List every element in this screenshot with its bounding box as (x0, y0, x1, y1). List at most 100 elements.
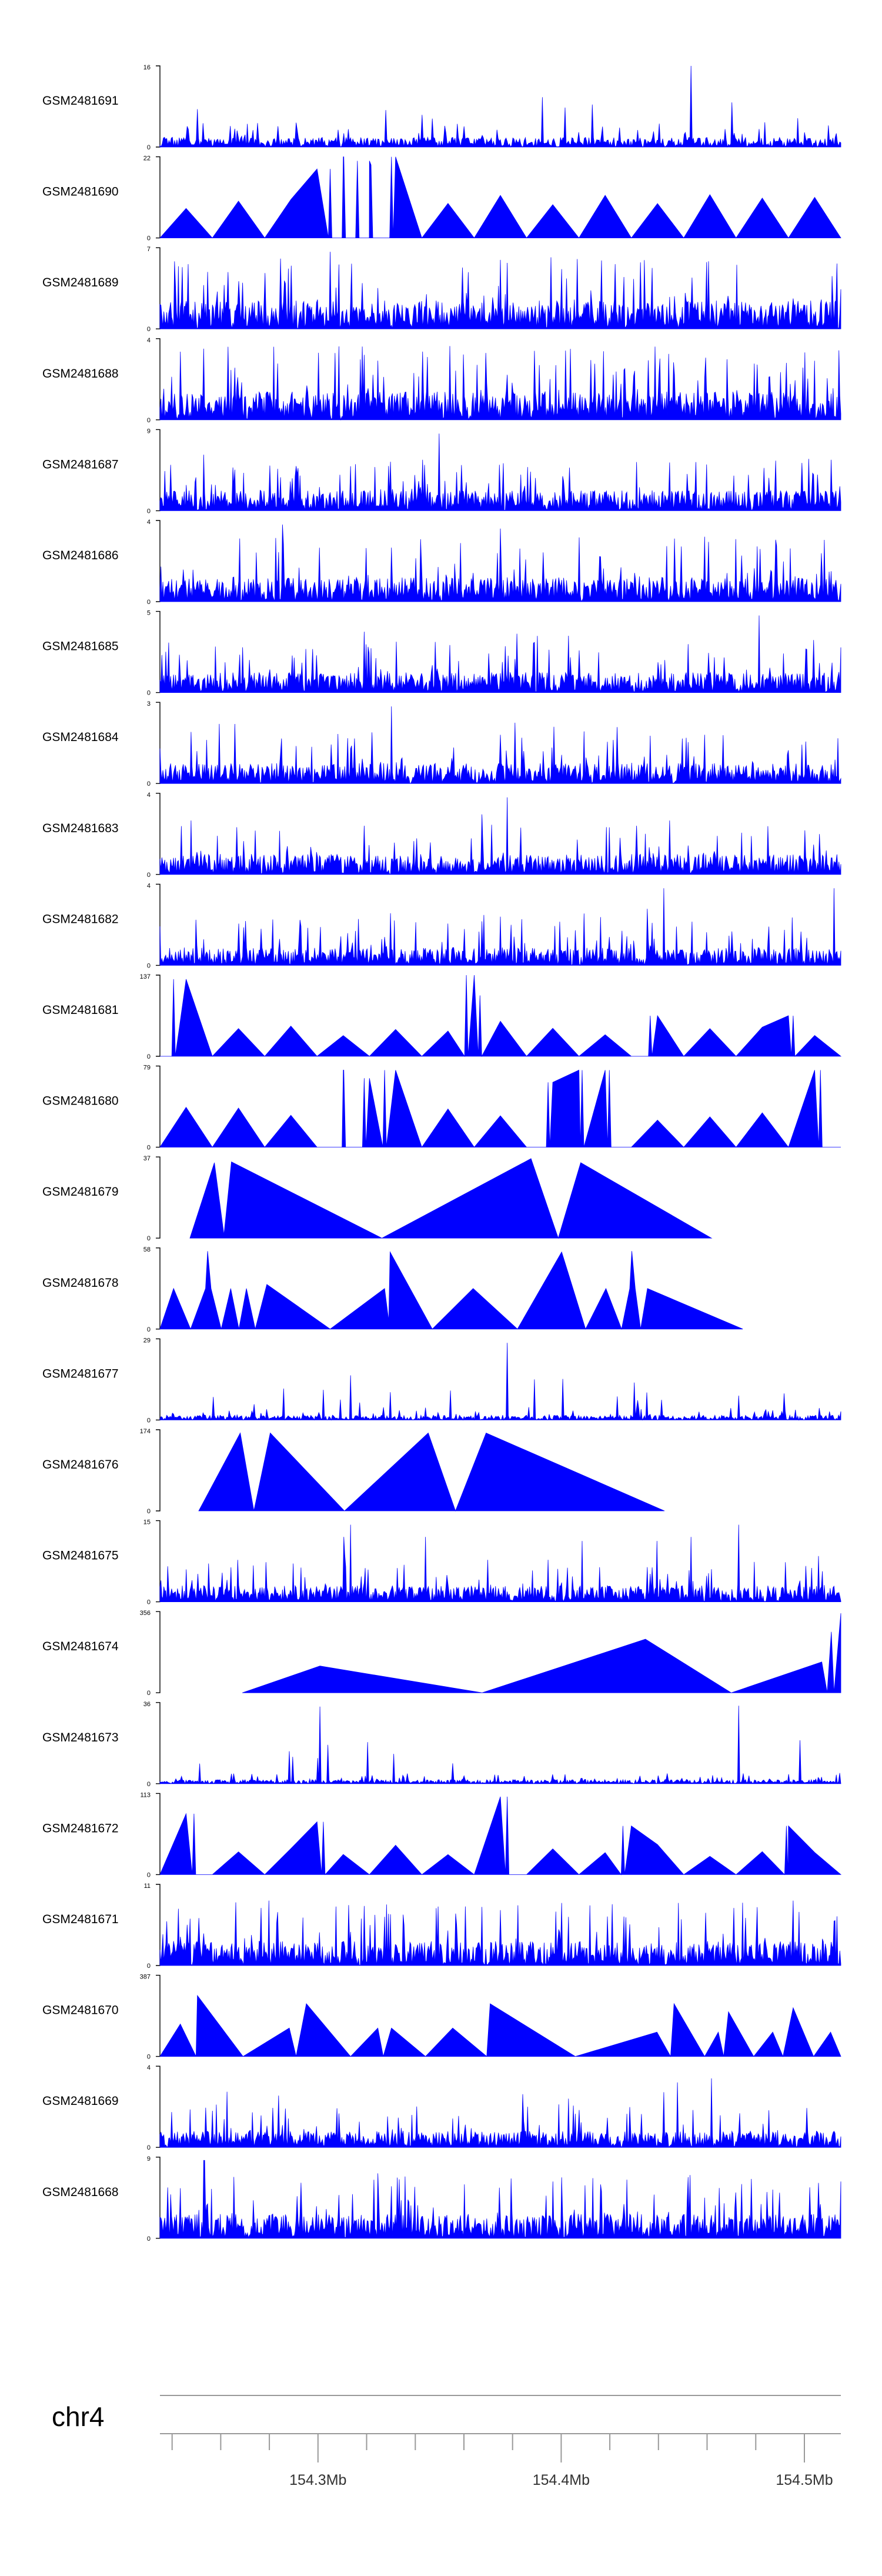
y-max-label: 37 (143, 1155, 151, 1162)
y-max-label: 4 (147, 882, 151, 889)
chromosome-label: chr4 (52, 2401, 104, 2432)
y-axis (156, 520, 161, 602)
y-zero-label: 0 (147, 690, 151, 697)
signal-area (159, 1524, 841, 1603)
y-axis (156, 247, 161, 329)
track-label: GSM2481684 (42, 730, 119, 744)
y-max-label: 29 (143, 1337, 151, 1344)
track-label: GSM2481682 (42, 912, 119, 926)
tick-label: 154.5Mb (776, 2472, 833, 2488)
y-zero-label: 0 (147, 1599, 151, 1606)
y-zero-label: 0 (147, 599, 151, 606)
signal-area (159, 156, 841, 239)
y-axis (156, 1065, 161, 1148)
track-label: GSM2481675 (42, 1549, 119, 1563)
y-zero-label: 0 (147, 1871, 151, 1878)
track-GSM2481674: GSM2481674 356 0 (42, 1610, 841, 1697)
y-zero-label: 0 (147, 780, 151, 788)
track-GSM2481689: GSM2481689 7 0 (42, 246, 841, 333)
y-max-label: 15 (143, 1519, 151, 1526)
y-axis (156, 1884, 161, 1966)
y-axis (156, 2066, 161, 2148)
track-GSM2481683: GSM2481683 4 0 (42, 792, 841, 879)
track-label: GSM2481679 (42, 1185, 119, 1199)
signal-area (159, 615, 841, 693)
y-axis (156, 1793, 161, 1876)
y-axis (156, 1520, 161, 1603)
y-max-label: 22 (143, 155, 151, 162)
y-max-label: 58 (143, 1246, 151, 1253)
signal-area (159, 252, 841, 329)
genome-axis: chr4 154.3Mb 154.4Mb 154.5Mb (52, 2395, 841, 2488)
tracks-layer: GSM2481691160GSM2481690220GSM248168970GS… (42, 64, 842, 2243)
track-label: GSM2481680 (42, 1095, 119, 1108)
signal-area (159, 1706, 841, 1785)
signal-area (159, 65, 841, 148)
y-zero-label: 0 (147, 2235, 151, 2243)
track-GSM2481682: GSM2481682 4 0 (42, 882, 841, 969)
y-max-label: 36 (143, 1701, 151, 1708)
signal-area (159, 2160, 841, 2239)
y-axis (156, 156, 161, 239)
signal-area (198, 1432, 665, 1512)
y-zero-label: 0 (147, 1144, 151, 1152)
y-axis (156, 1247, 161, 1330)
y-axis (156, 1429, 161, 1511)
signal-area (159, 797, 841, 875)
signal-area (159, 1343, 841, 1421)
tick-label: 154.4Mb (533, 2472, 590, 2488)
track-label: GSM2481677 (42, 1367, 119, 1380)
track-label: GSM2481689 (42, 276, 119, 289)
track-label: GSM2481688 (42, 367, 119, 381)
track-label: GSM2481690 (42, 185, 119, 199)
signal-area (159, 888, 841, 966)
y-max-label: 3 (147, 700, 151, 708)
y-axis (156, 1338, 161, 1421)
signal-area (159, 346, 841, 421)
signal-area (159, 1796, 842, 1876)
track-label: GSM2481673 (42, 1731, 119, 1744)
track-GSM2481676: GSM2481676 174 0 (42, 1428, 665, 1515)
y-zero-label: 0 (147, 1781, 151, 1788)
signal-area (242, 1613, 841, 1693)
track-label: GSM2481683 (42, 822, 119, 835)
signal-area (159, 706, 841, 785)
y-max-label: 7 (147, 246, 151, 253)
y-zero-label: 0 (147, 235, 151, 242)
y-max-label: 4 (147, 792, 151, 799)
signal-area (160, 975, 842, 1057)
track-label: GSM2481691 (42, 94, 119, 108)
y-max-label: 5 (147, 610, 151, 617)
track-GSM2481680: GSM2481680 79 0 (42, 1065, 841, 1152)
y-axis (156, 793, 161, 875)
track-GSM2481670: GSM2481670 387 0 (42, 1974, 841, 2061)
track-GSM2481668: GSM2481668 9 0 (42, 2155, 841, 2243)
track-GSM2481685: GSM2481685 5 0 (42, 610, 841, 697)
y-zero-label: 0 (147, 2144, 151, 2151)
signal-area (159, 433, 841, 511)
track-label: GSM2481681 (42, 1003, 119, 1017)
track-label: GSM2481676 (42, 1458, 119, 1471)
y-max-label: 79 (143, 1065, 151, 1072)
signal-area (159, 2078, 841, 2148)
signal-area (159, 1069, 841, 1148)
y-max-label: 16 (143, 64, 151, 71)
signal-area (159, 1994, 841, 2057)
y-zero-label: 0 (147, 508, 151, 515)
signal-area (159, 1900, 841, 1966)
y-axis (156, 429, 161, 512)
track-GSM2481671: GSM2481671 11 0 (42, 1883, 841, 1970)
y-max-label: 174 (140, 1428, 151, 1435)
track-label: GSM2481670 (42, 2004, 119, 2017)
y-zero-label: 0 (147, 872, 151, 879)
y-axis (156, 2157, 161, 2239)
track-GSM2481681: GSM2481681 137 0 (42, 973, 842, 1060)
y-max-label: 113 (140, 1791, 151, 1798)
y-axis (156, 1156, 161, 1239)
track-GSM2481690: GSM2481690 22 0 (42, 155, 841, 242)
y-zero-label: 0 (147, 1963, 151, 1970)
y-zero-label: 0 (147, 1235, 151, 1242)
y-max-label: 137 (140, 973, 151, 980)
y-zero-label: 0 (147, 326, 151, 333)
